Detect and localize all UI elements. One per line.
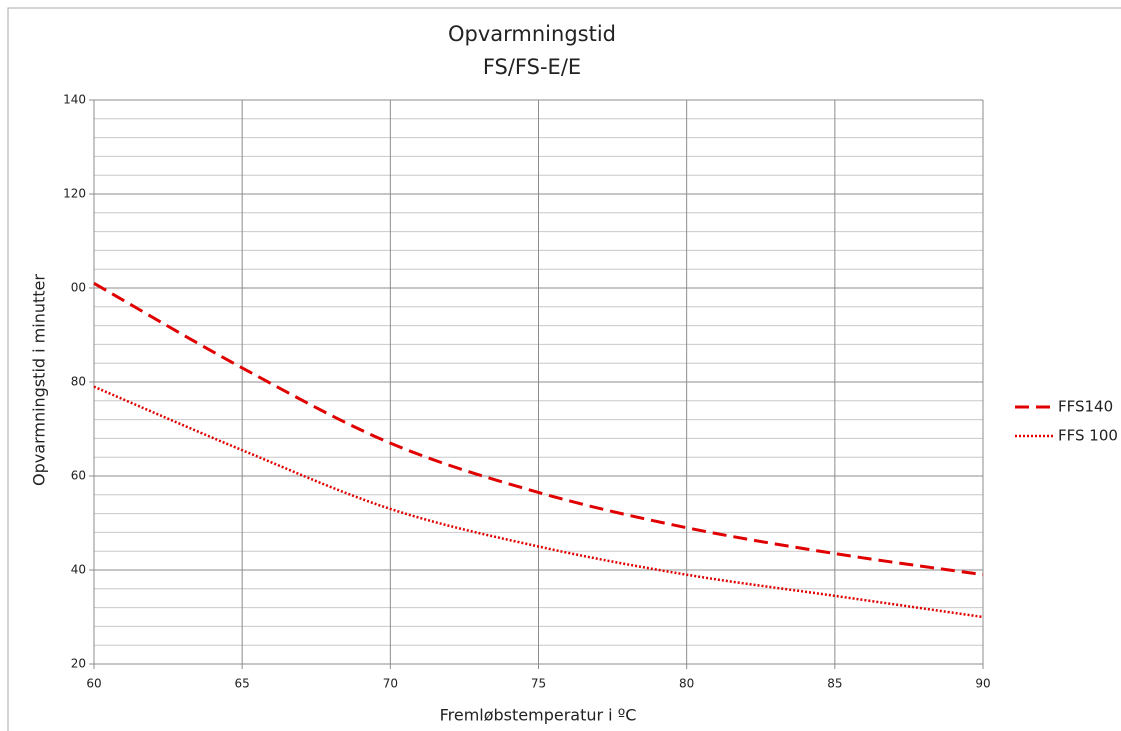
series-line (93, 281, 984, 577)
chart-title: Opvarmningstid (448, 22, 616, 46)
y-tick-label: 60 (71, 469, 86, 483)
y-tick-label: 00 (71, 281, 86, 295)
x-tick-label: 75 (531, 677, 546, 691)
x-tick-label: 65 (235, 677, 250, 691)
chart-subtitle: FS/FS-E/E (483, 55, 581, 79)
x-axis-label: Fremløbstemperatur i ºC (440, 706, 637, 725)
y-tick-label: 120 (63, 187, 86, 201)
y-tick-label: 80 (71, 375, 86, 389)
x-tick-label: 85 (827, 677, 842, 691)
legend-label: FFS140 (1058, 398, 1113, 416)
legend-label: FFS 100 (1058, 427, 1118, 445)
y-axis-label: Opvarmningstid i minutter (30, 274, 49, 486)
y-tick-label: 20 (71, 657, 86, 671)
x-tick-label: 90 (975, 677, 990, 691)
y-tick-label: 40 (71, 563, 86, 577)
x-tick-label: 70 (383, 677, 398, 691)
series-line (93, 385, 984, 619)
y-tick-label: 140 (63, 93, 86, 107)
chart-border (7, 7, 1121, 731)
x-tick-label: 60 (86, 677, 101, 691)
x-tick-label: 80 (679, 677, 694, 691)
